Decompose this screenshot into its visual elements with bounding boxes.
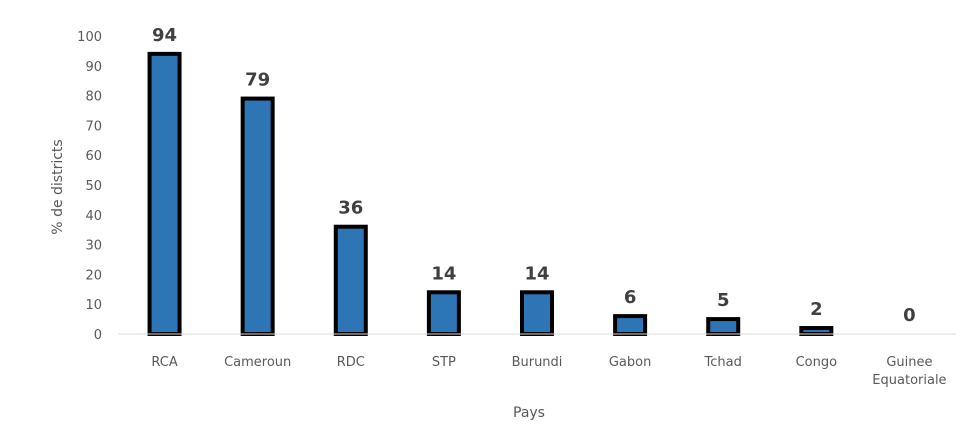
x-axis-title: Pays: [513, 405, 545, 421]
category-label: RDC: [337, 355, 365, 370]
bar: [426, 290, 461, 336]
category-label: Guinee Equatoriale: [872, 355, 946, 388]
data-label: 94: [152, 25, 177, 46]
y-tick-label: 60: [85, 149, 102, 164]
data-label: 2: [810, 299, 823, 320]
category-label: RCA: [151, 355, 177, 370]
y-tick-label: 0: [94, 328, 102, 343]
category-label: Gabon: [609, 355, 652, 370]
bar: [520, 290, 554, 336]
y-tick-label: 80: [85, 90, 102, 105]
data-label: 14: [431, 263, 456, 284]
y-tick-label: 40: [85, 209, 102, 224]
bar: [799, 326, 834, 337]
y-tick-label: 50: [85, 179, 102, 194]
y-axis-ticks: 0 10 20 30 40 50 60 70 80 90 100: [77, 30, 102, 343]
data-label: 5: [717, 290, 730, 311]
bar: [240, 96, 275, 336]
category-label: STP: [432, 355, 456, 370]
y-tick-label: 90: [85, 60, 102, 75]
category-label: Tchad: [704, 355, 742, 370]
data-labels: 94 79 36 14 14 6 5 2 0: [152, 25, 916, 326]
bar: [333, 224, 368, 336]
data-label: 6: [624, 287, 637, 308]
bar: [147, 51, 182, 336]
category-labels: RCA Cameroun RDC STP Burundi Gabon Tchad Congo G…: [151, 355, 946, 388]
y-tick-label: 10: [85, 298, 102, 313]
bar: [706, 317, 741, 337]
y-tick-label: 100: [77, 30, 102, 45]
bar: [613, 314, 648, 336]
data-label: 79: [245, 70, 270, 91]
data-label: 14: [524, 263, 549, 284]
category-label: Cameroun: [224, 355, 291, 370]
category-label: Congo: [796, 355, 838, 370]
y-axis-title: % de districts: [50, 139, 66, 234]
data-label: 36: [338, 198, 363, 219]
y-tick-label: 70: [85, 119, 102, 134]
y-tick-label: 20: [85, 268, 102, 283]
bars: [147, 51, 834, 337]
y-tick-label: 30: [85, 239, 102, 254]
data-label: 0: [903, 305, 916, 326]
category-label: Burundi: [512, 355, 563, 370]
